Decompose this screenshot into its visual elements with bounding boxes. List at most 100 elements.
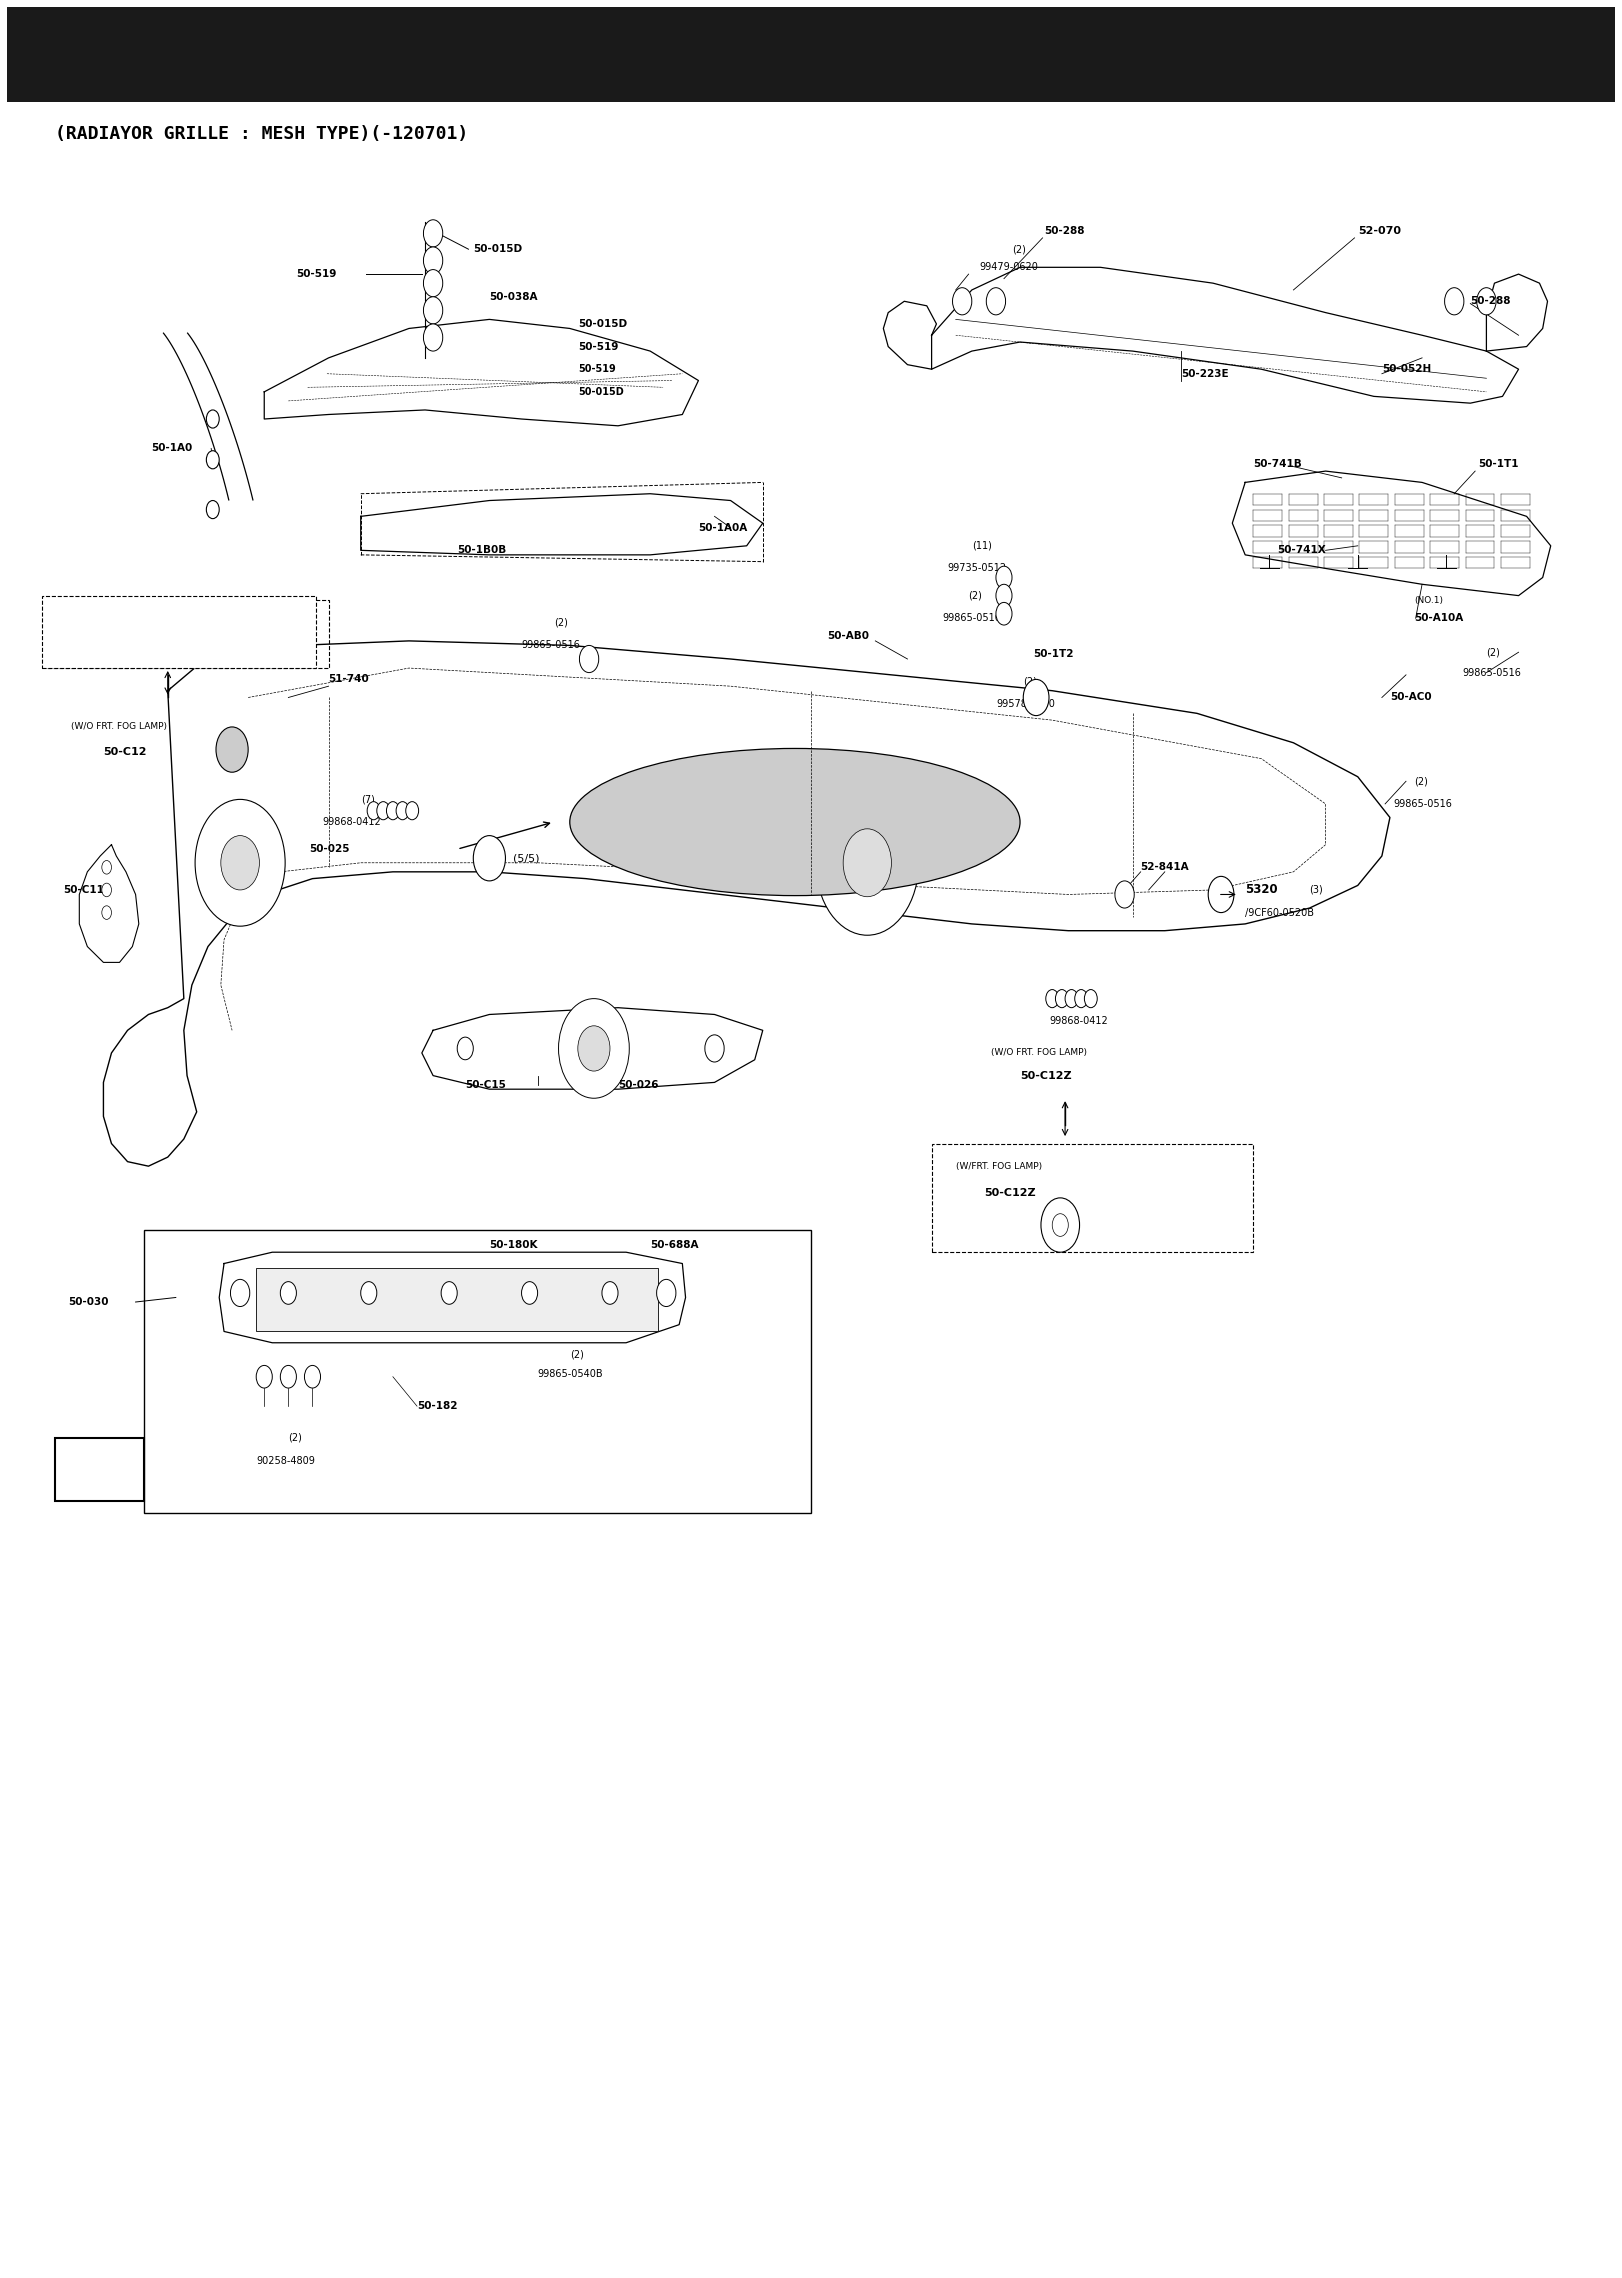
Text: 99735-0512: 99735-0512 xyxy=(947,563,1007,574)
Text: (2): (2) xyxy=(1012,244,1025,255)
Text: (2): (2) xyxy=(569,1349,584,1360)
Text: (2): (2) xyxy=(1486,647,1500,658)
Circle shape xyxy=(602,1283,618,1305)
Circle shape xyxy=(1046,989,1059,1007)
Text: 50-519: 50-519 xyxy=(577,342,618,351)
Ellipse shape xyxy=(569,749,1020,895)
Text: (W/O FRT. FOG LAMP): (W/O FRT. FOG LAMP) xyxy=(71,722,167,731)
Text: (2): (2) xyxy=(1023,677,1036,686)
Circle shape xyxy=(1023,679,1049,715)
Text: 50-1A0A: 50-1A0A xyxy=(699,522,748,533)
Circle shape xyxy=(986,287,1006,314)
Circle shape xyxy=(996,567,1012,588)
Text: 99865-0516: 99865-0516 xyxy=(1463,667,1521,677)
Circle shape xyxy=(952,287,972,314)
Circle shape xyxy=(423,323,443,351)
FancyBboxPatch shape xyxy=(47,599,329,667)
Text: 99865-0516: 99865-0516 xyxy=(942,613,1002,624)
Circle shape xyxy=(102,861,112,875)
FancyBboxPatch shape xyxy=(42,595,316,667)
Text: 50-C12Z: 50-C12Z xyxy=(1020,1071,1072,1080)
Text: 50-030: 50-030 xyxy=(68,1296,109,1308)
Text: 50-519: 50-519 xyxy=(297,269,337,280)
Text: (W/FRT. FOG LAMP): (W/FRT. FOG LAMP) xyxy=(71,613,157,622)
Text: 50-015D: 50-015D xyxy=(577,387,623,396)
Circle shape xyxy=(386,802,399,820)
Text: 99868-0412: 99868-0412 xyxy=(323,818,381,827)
Circle shape xyxy=(221,836,260,891)
Text: 50-C11: 50-C11 xyxy=(63,884,104,895)
Circle shape xyxy=(1476,287,1495,314)
Text: 50-223E: 50-223E xyxy=(1181,369,1228,378)
Circle shape xyxy=(256,1365,272,1387)
Circle shape xyxy=(1041,1198,1080,1253)
Circle shape xyxy=(1066,989,1079,1007)
Text: (11): (11) xyxy=(972,540,991,551)
Text: 50-C12: 50-C12 xyxy=(104,636,148,647)
Text: FWD: FWD xyxy=(60,1460,89,1469)
Text: 50-180K: 50-180K xyxy=(490,1242,539,1251)
Circle shape xyxy=(230,1280,250,1308)
Text: 90258-4809: 90258-4809 xyxy=(256,1456,315,1465)
Text: 50-519: 50-519 xyxy=(577,364,616,374)
Circle shape xyxy=(206,451,219,469)
Text: 50-1T2: 50-1T2 xyxy=(1033,649,1074,658)
Text: (W/FRT. FOG LAMP): (W/FRT. FOG LAMP) xyxy=(955,1162,1041,1171)
Circle shape xyxy=(131,631,156,667)
Text: 50-015D: 50-015D xyxy=(577,319,628,328)
Text: 50-1A0: 50-1A0 xyxy=(152,444,193,453)
Circle shape xyxy=(706,1034,723,1062)
Circle shape xyxy=(396,802,409,820)
Text: 50-182: 50-182 xyxy=(417,1401,457,1410)
Circle shape xyxy=(367,802,380,820)
Circle shape xyxy=(406,802,418,820)
Circle shape xyxy=(657,1280,676,1308)
Text: 50-052H: 50-052H xyxy=(1382,364,1431,374)
Circle shape xyxy=(376,802,389,820)
Circle shape xyxy=(474,836,506,882)
FancyBboxPatch shape xyxy=(931,1144,1254,1253)
Text: 50-015D: 50-015D xyxy=(474,244,522,255)
Circle shape xyxy=(281,1283,297,1305)
Circle shape xyxy=(216,727,248,772)
Text: 50-1B0B: 50-1B0B xyxy=(457,544,506,556)
Text: 50-288: 50-288 xyxy=(1470,296,1510,305)
Circle shape xyxy=(522,1283,537,1305)
Text: 50-C12Z: 50-C12Z xyxy=(985,1189,1036,1198)
Text: 50-741X: 50-741X xyxy=(1278,544,1327,556)
Circle shape xyxy=(1053,1214,1069,1237)
Circle shape xyxy=(281,1365,297,1387)
Text: (7): (7) xyxy=(1082,993,1095,1005)
Circle shape xyxy=(1085,989,1096,1007)
Text: 50-741B: 50-741B xyxy=(1254,460,1302,469)
Bar xyxy=(256,1269,659,1330)
Text: (2): (2) xyxy=(968,590,983,601)
Circle shape xyxy=(206,501,219,519)
Text: /9CF60-0520B: /9CF60-0520B xyxy=(1246,907,1314,918)
Text: 99865-0516: 99865-0516 xyxy=(522,640,581,652)
Text: 50-C12: 50-C12 xyxy=(104,747,148,756)
Text: 50-AC0: 50-AC0 xyxy=(1390,693,1432,702)
Circle shape xyxy=(423,269,443,296)
Text: (2): (2) xyxy=(553,617,568,629)
Circle shape xyxy=(423,296,443,323)
Circle shape xyxy=(579,645,599,672)
Circle shape xyxy=(996,583,1012,606)
Text: 50-AB0: 50-AB0 xyxy=(827,631,869,642)
Text: 99865-0540B: 99865-0540B xyxy=(537,1369,603,1380)
Text: 99578-3000: 99578-3000 xyxy=(996,699,1054,708)
Text: 52-841A: 52-841A xyxy=(1140,863,1189,872)
Text: (2): (2) xyxy=(289,1433,302,1442)
Text: 50-688A: 50-688A xyxy=(650,1242,699,1251)
Circle shape xyxy=(457,1036,474,1059)
Circle shape xyxy=(423,219,443,246)
FancyBboxPatch shape xyxy=(55,1437,144,1501)
Circle shape xyxy=(1114,882,1134,909)
Text: (3): (3) xyxy=(1309,884,1324,895)
Circle shape xyxy=(441,1283,457,1305)
Circle shape xyxy=(1075,989,1088,1007)
Circle shape xyxy=(558,998,629,1098)
Text: 50-026: 50-026 xyxy=(618,1080,659,1089)
Text: (7): (7) xyxy=(360,795,375,804)
Text: (2): (2) xyxy=(1414,777,1427,786)
